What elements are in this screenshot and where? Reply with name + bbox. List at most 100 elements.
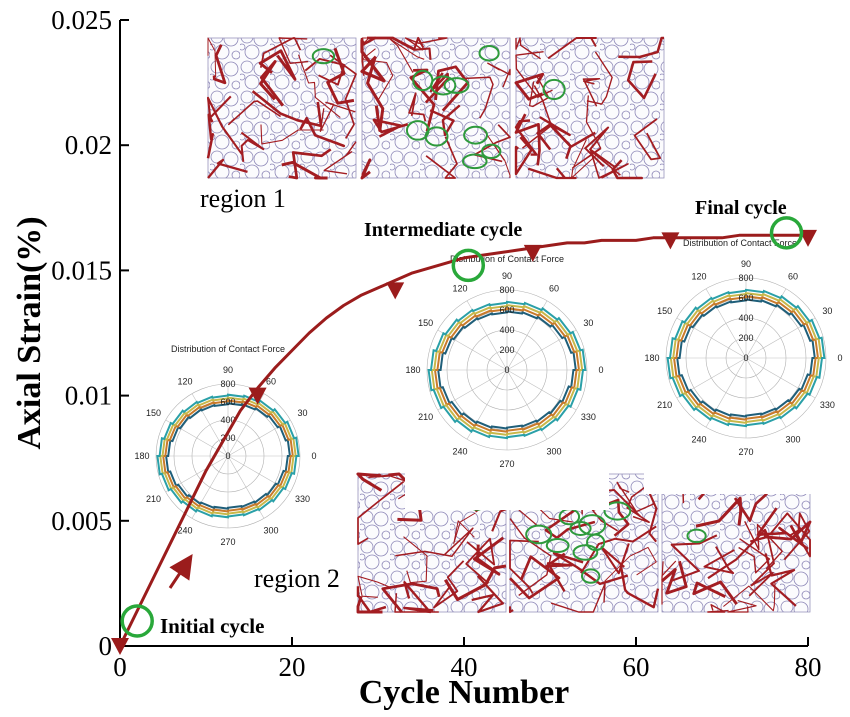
slip-zone-marker	[311, 48, 336, 65]
polar-angle-label: 270	[220, 537, 235, 547]
polar-title: Distribution of Contact Force	[450, 254, 564, 264]
polar-radial-label: 800	[499, 285, 514, 295]
polar-angle-label: 180	[644, 353, 659, 363]
polar-radial-label: 0	[504, 365, 509, 375]
polar-radial-label: 0	[743, 353, 748, 363]
y-tick-label: 0.005	[51, 506, 112, 536]
force-chain	[228, 100, 282, 126]
polar-angle-label: 0	[311, 451, 316, 461]
force-chain	[744, 520, 783, 570]
force-chain	[360, 39, 386, 83]
polar-intermediate: Distribution of Contact Force 0 30 60 90 120 1…	[405, 250, 609, 510]
force-chain	[707, 604, 729, 613]
highlight-circle	[120, 604, 154, 638]
curve-marker	[248, 387, 267, 405]
axes: 0 20 40 60 80 0 0.005 0.01 0.015 0.02 0.025	[51, 5, 821, 682]
label-intermediate-cycle: Intermediate cycle	[364, 219, 522, 241]
particle-network-6	[661, 472, 812, 613]
x-tick-group: 0 20 40 60 80	[113, 637, 822, 682]
force-chain	[571, 95, 602, 169]
polar-title: Distribution of Contact Force	[683, 238, 797, 248]
polar-radial-label: 0	[225, 451, 230, 461]
force-chain	[433, 560, 465, 609]
polar-angle-label: 270	[499, 459, 514, 469]
polar-angle-label: 120	[177, 377, 192, 387]
force-chain	[356, 586, 387, 614]
force-chain	[329, 54, 357, 139]
force-chain	[619, 564, 660, 609]
force-chain	[509, 555, 561, 600]
polar-series-0	[676, 298, 816, 418]
force-chain	[508, 606, 514, 614]
slip-zone-marker	[542, 78, 566, 101]
force-chain	[381, 582, 441, 613]
highlight-circle	[769, 216, 804, 250]
polar-series-0	[164, 402, 292, 510]
curve-marker	[523, 244, 542, 262]
force-chain	[661, 560, 677, 605]
slip-zone-marker	[430, 75, 457, 96]
force-chain	[552, 552, 629, 586]
force-chain	[626, 477, 658, 523]
annotation-region-2: region 2	[254, 564, 340, 593]
force-chain	[356, 472, 383, 492]
force-chain	[626, 60, 657, 100]
force-chain	[443, 564, 507, 602]
force-chain	[259, 60, 285, 107]
force-chain	[544, 509, 596, 540]
polar-angle-label: 60	[788, 272, 798, 282]
slip-zone-marker	[478, 44, 500, 62]
slip-zone-marker	[572, 544, 599, 561]
x-tick-label: 80	[795, 652, 822, 682]
polar-angle-label: 0	[598, 365, 603, 375]
polar-angle-label: 150	[146, 408, 161, 418]
force-chain	[692, 580, 738, 605]
force-chain	[326, 47, 355, 105]
force-chain	[547, 37, 597, 60]
polar-angle-label: 180	[405, 365, 420, 375]
polar-final: Distribution of Contact Force 0 30 60 90 120 1…	[644, 234, 848, 494]
polar-radial-label: 600	[220, 397, 235, 407]
force-chain	[515, 51, 553, 98]
polar-series-2	[430, 303, 584, 437]
force-chain	[207, 37, 217, 78]
force-chain	[212, 44, 227, 85]
polar-angle-label: 60	[549, 284, 559, 294]
force-chain	[408, 92, 427, 122]
polar-angle-label: 330	[581, 412, 596, 422]
force-chain	[304, 57, 346, 86]
force-chain	[514, 72, 545, 101]
polar-series-3	[427, 300, 587, 440]
polar-angle-label: 180	[134, 451, 149, 461]
x-axis-title: Cycle Number	[359, 674, 570, 711]
force-chain	[703, 546, 735, 575]
direction-arrow	[168, 554, 193, 589]
polar-angle-label: 330	[295, 494, 310, 504]
polar-radial-label: 800	[738, 273, 753, 283]
polar-radial-label: 200	[499, 345, 514, 355]
polar-angle-label: 120	[452, 284, 467, 294]
polar-angle-label: 300	[546, 446, 561, 456]
force-chain	[527, 167, 577, 180]
polar-angle-label: 210	[146, 494, 161, 504]
slip-zone-marker	[405, 120, 430, 141]
force-chain	[403, 581, 434, 614]
polar-angle-label: 30	[822, 306, 832, 316]
force-chain	[323, 141, 357, 175]
force-chain	[412, 36, 432, 60]
force-chain	[465, 76, 494, 119]
force-chain	[586, 51, 613, 105]
polar-angle-label: 270	[738, 447, 753, 457]
force-chain	[395, 527, 474, 558]
force-chain	[727, 600, 757, 613]
force-chain	[763, 520, 812, 545]
polar-angle-label: 300	[263, 526, 278, 536]
slip-zone-marker	[586, 533, 606, 552]
force-chain	[357, 480, 405, 545]
force-chain	[618, 36, 664, 59]
y-tick-label: 0.02	[65, 130, 112, 160]
force-chain	[471, 575, 504, 614]
polar-angle-label: 240	[452, 446, 467, 456]
force-chain	[748, 536, 775, 597]
polar-series-0	[437, 310, 577, 430]
